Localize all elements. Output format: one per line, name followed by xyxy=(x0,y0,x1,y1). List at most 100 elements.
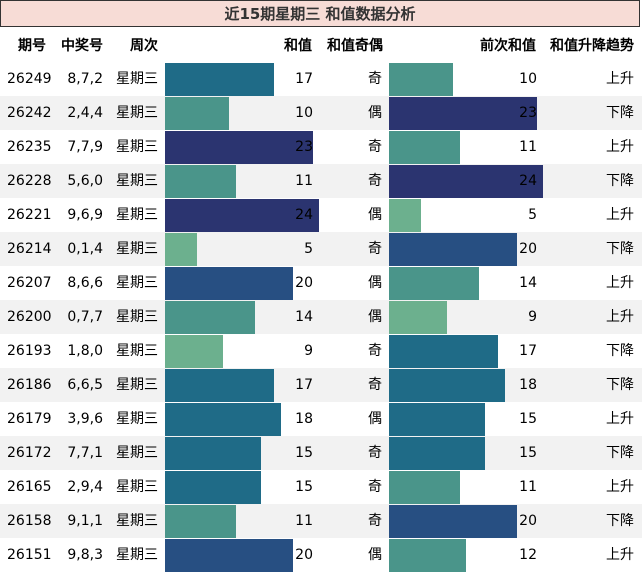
sum-parity: 奇 xyxy=(368,377,382,393)
issue-number: 26249 xyxy=(7,71,52,87)
sum-value: 15 xyxy=(295,479,313,495)
sum-parity: 奇 xyxy=(368,173,382,189)
winning-numbers: 3,9,6 xyxy=(67,411,103,427)
winning-numbers: 7,7,1 xyxy=(67,445,103,461)
previous-sum-bar xyxy=(389,301,447,334)
sum-trend: 下降 xyxy=(606,173,634,189)
previous-sum-bar xyxy=(389,97,537,130)
issue-number: 26165 xyxy=(7,479,52,495)
previous-sum-value: 17 xyxy=(519,343,537,359)
sum-value: 20 xyxy=(295,275,313,291)
previous-sum-bar xyxy=(389,403,485,436)
sum-bar xyxy=(165,471,261,504)
sum-parity: 奇 xyxy=(368,445,382,461)
sum-value: 10 xyxy=(295,105,313,121)
previous-sum-bar xyxy=(389,539,466,572)
sum-value: 9 xyxy=(304,343,313,359)
issue-number: 26186 xyxy=(7,377,52,393)
sum-bar xyxy=(165,199,319,232)
table-row: 26151 9,8,3 星期三 20 偶 12 上升 xyxy=(0,538,642,572)
table-row: 26221 9,6,9 星期三 24 偶 5 上升 xyxy=(0,198,642,232)
sum-value: 11 xyxy=(295,513,313,529)
table-row: 26179 3,9,6 星期三 18 偶 15 上升 xyxy=(0,402,642,436)
sum-parity: 偶 xyxy=(368,275,382,291)
sum-bar xyxy=(165,97,229,130)
weekday: 星期三 xyxy=(116,411,158,427)
sum-parity: 奇 xyxy=(368,139,382,155)
previous-sum-bar xyxy=(389,267,479,300)
weekday: 星期三 xyxy=(116,547,158,563)
weekday: 星期三 xyxy=(116,139,158,155)
sum-bar xyxy=(165,63,274,96)
header-issue: 期号 xyxy=(18,38,46,54)
issue-number: 26193 xyxy=(7,343,52,359)
table-row: 26193 1,8,0 星期三 9 奇 17 下降 xyxy=(0,334,642,368)
sum-value: 18 xyxy=(295,411,313,427)
previous-sum-bar xyxy=(389,233,517,266)
winning-numbers: 9,8,3 xyxy=(67,547,103,563)
sum-trend: 上升 xyxy=(606,411,634,427)
sum-parity: 偶 xyxy=(368,411,382,427)
sum-parity: 奇 xyxy=(368,343,382,359)
sum-trend: 上升 xyxy=(606,71,634,87)
winning-numbers: 2,9,4 xyxy=(67,479,103,495)
previous-sum-value: 15 xyxy=(519,411,537,427)
weekday: 星期三 xyxy=(116,479,158,495)
previous-sum-bar xyxy=(389,471,460,504)
previous-sum-value: 12 xyxy=(519,547,537,563)
table-row: 26165 2,9,4 星期三 15 奇 11 上升 xyxy=(0,470,642,504)
header-sum-trend: 和值升降趋势 xyxy=(550,38,634,54)
header-sum-parity: 和值奇偶 xyxy=(327,38,383,54)
weekday: 星期三 xyxy=(116,309,158,325)
sum-bar xyxy=(165,233,197,266)
sum-bar xyxy=(165,267,293,300)
sum-parity: 偶 xyxy=(368,309,382,325)
sum-parity: 奇 xyxy=(368,513,382,529)
sum-parity: 偶 xyxy=(368,547,382,563)
previous-sum-bar xyxy=(389,63,453,96)
weekday: 星期三 xyxy=(116,105,158,121)
sum-parity: 奇 xyxy=(368,479,382,495)
sum-bar xyxy=(165,369,274,402)
sum-trend: 下降 xyxy=(606,513,634,529)
weekday: 星期三 xyxy=(116,343,158,359)
sum-trend: 下降 xyxy=(606,445,634,461)
sum-trend: 上升 xyxy=(606,479,634,495)
previous-sum-bar xyxy=(389,437,485,470)
previous-sum-value: 24 xyxy=(519,173,537,189)
winning-numbers: 8,7,2 xyxy=(67,71,103,87)
issue-number: 26228 xyxy=(7,173,52,189)
issue-number: 26158 xyxy=(7,513,52,529)
issue-number: 26214 xyxy=(7,241,52,257)
sum-value: 14 xyxy=(295,309,313,325)
sum-trend: 下降 xyxy=(606,241,634,257)
previous-sum-value: 18 xyxy=(519,377,537,393)
sum-bar xyxy=(165,335,223,368)
sum-trend: 下降 xyxy=(606,343,634,359)
issue-number: 26235 xyxy=(7,139,52,155)
header-winning-numbers: 中奖号 xyxy=(61,38,103,54)
sum-bar xyxy=(165,403,281,436)
table-row: 26200 0,7,7 星期三 14 偶 9 上升 xyxy=(0,300,642,334)
weekday: 星期三 xyxy=(116,445,158,461)
sum-bar xyxy=(165,505,236,538)
sum-value: 17 xyxy=(295,71,313,87)
sum-value: 5 xyxy=(304,241,313,257)
winning-numbers: 9,1,1 xyxy=(67,513,103,529)
previous-sum-bar xyxy=(389,505,517,538)
previous-sum-bar xyxy=(389,165,543,198)
table-row: 26172 7,7,1 星期三 15 奇 15 下降 xyxy=(0,436,642,470)
header-weekday: 周次 xyxy=(130,38,158,54)
previous-sum-bar xyxy=(389,199,421,232)
issue-number: 26179 xyxy=(7,411,52,427)
table-row: 26207 8,6,6 星期三 20 偶 14 上升 xyxy=(0,266,642,300)
sum-trend: 下降 xyxy=(606,377,634,393)
table-row: 26242 2,4,4 星期三 10 偶 23 下降 xyxy=(0,96,642,130)
table-row: 26186 6,6,5 星期三 17 奇 18 下降 xyxy=(0,368,642,402)
sum-trend: 下降 xyxy=(606,105,634,121)
header-previous-sum: 前次和值 xyxy=(480,38,536,54)
previous-sum-value: 15 xyxy=(519,445,537,461)
previous-sum-bar xyxy=(389,335,498,368)
previous-sum-value: 14 xyxy=(519,275,537,291)
sum-value: 11 xyxy=(295,173,313,189)
